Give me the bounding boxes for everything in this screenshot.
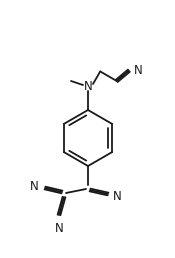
Text: N: N [113,189,122,203]
Text: N: N [84,79,92,93]
Text: N: N [55,222,63,235]
Text: N: N [134,64,143,77]
Text: N: N [30,180,39,192]
